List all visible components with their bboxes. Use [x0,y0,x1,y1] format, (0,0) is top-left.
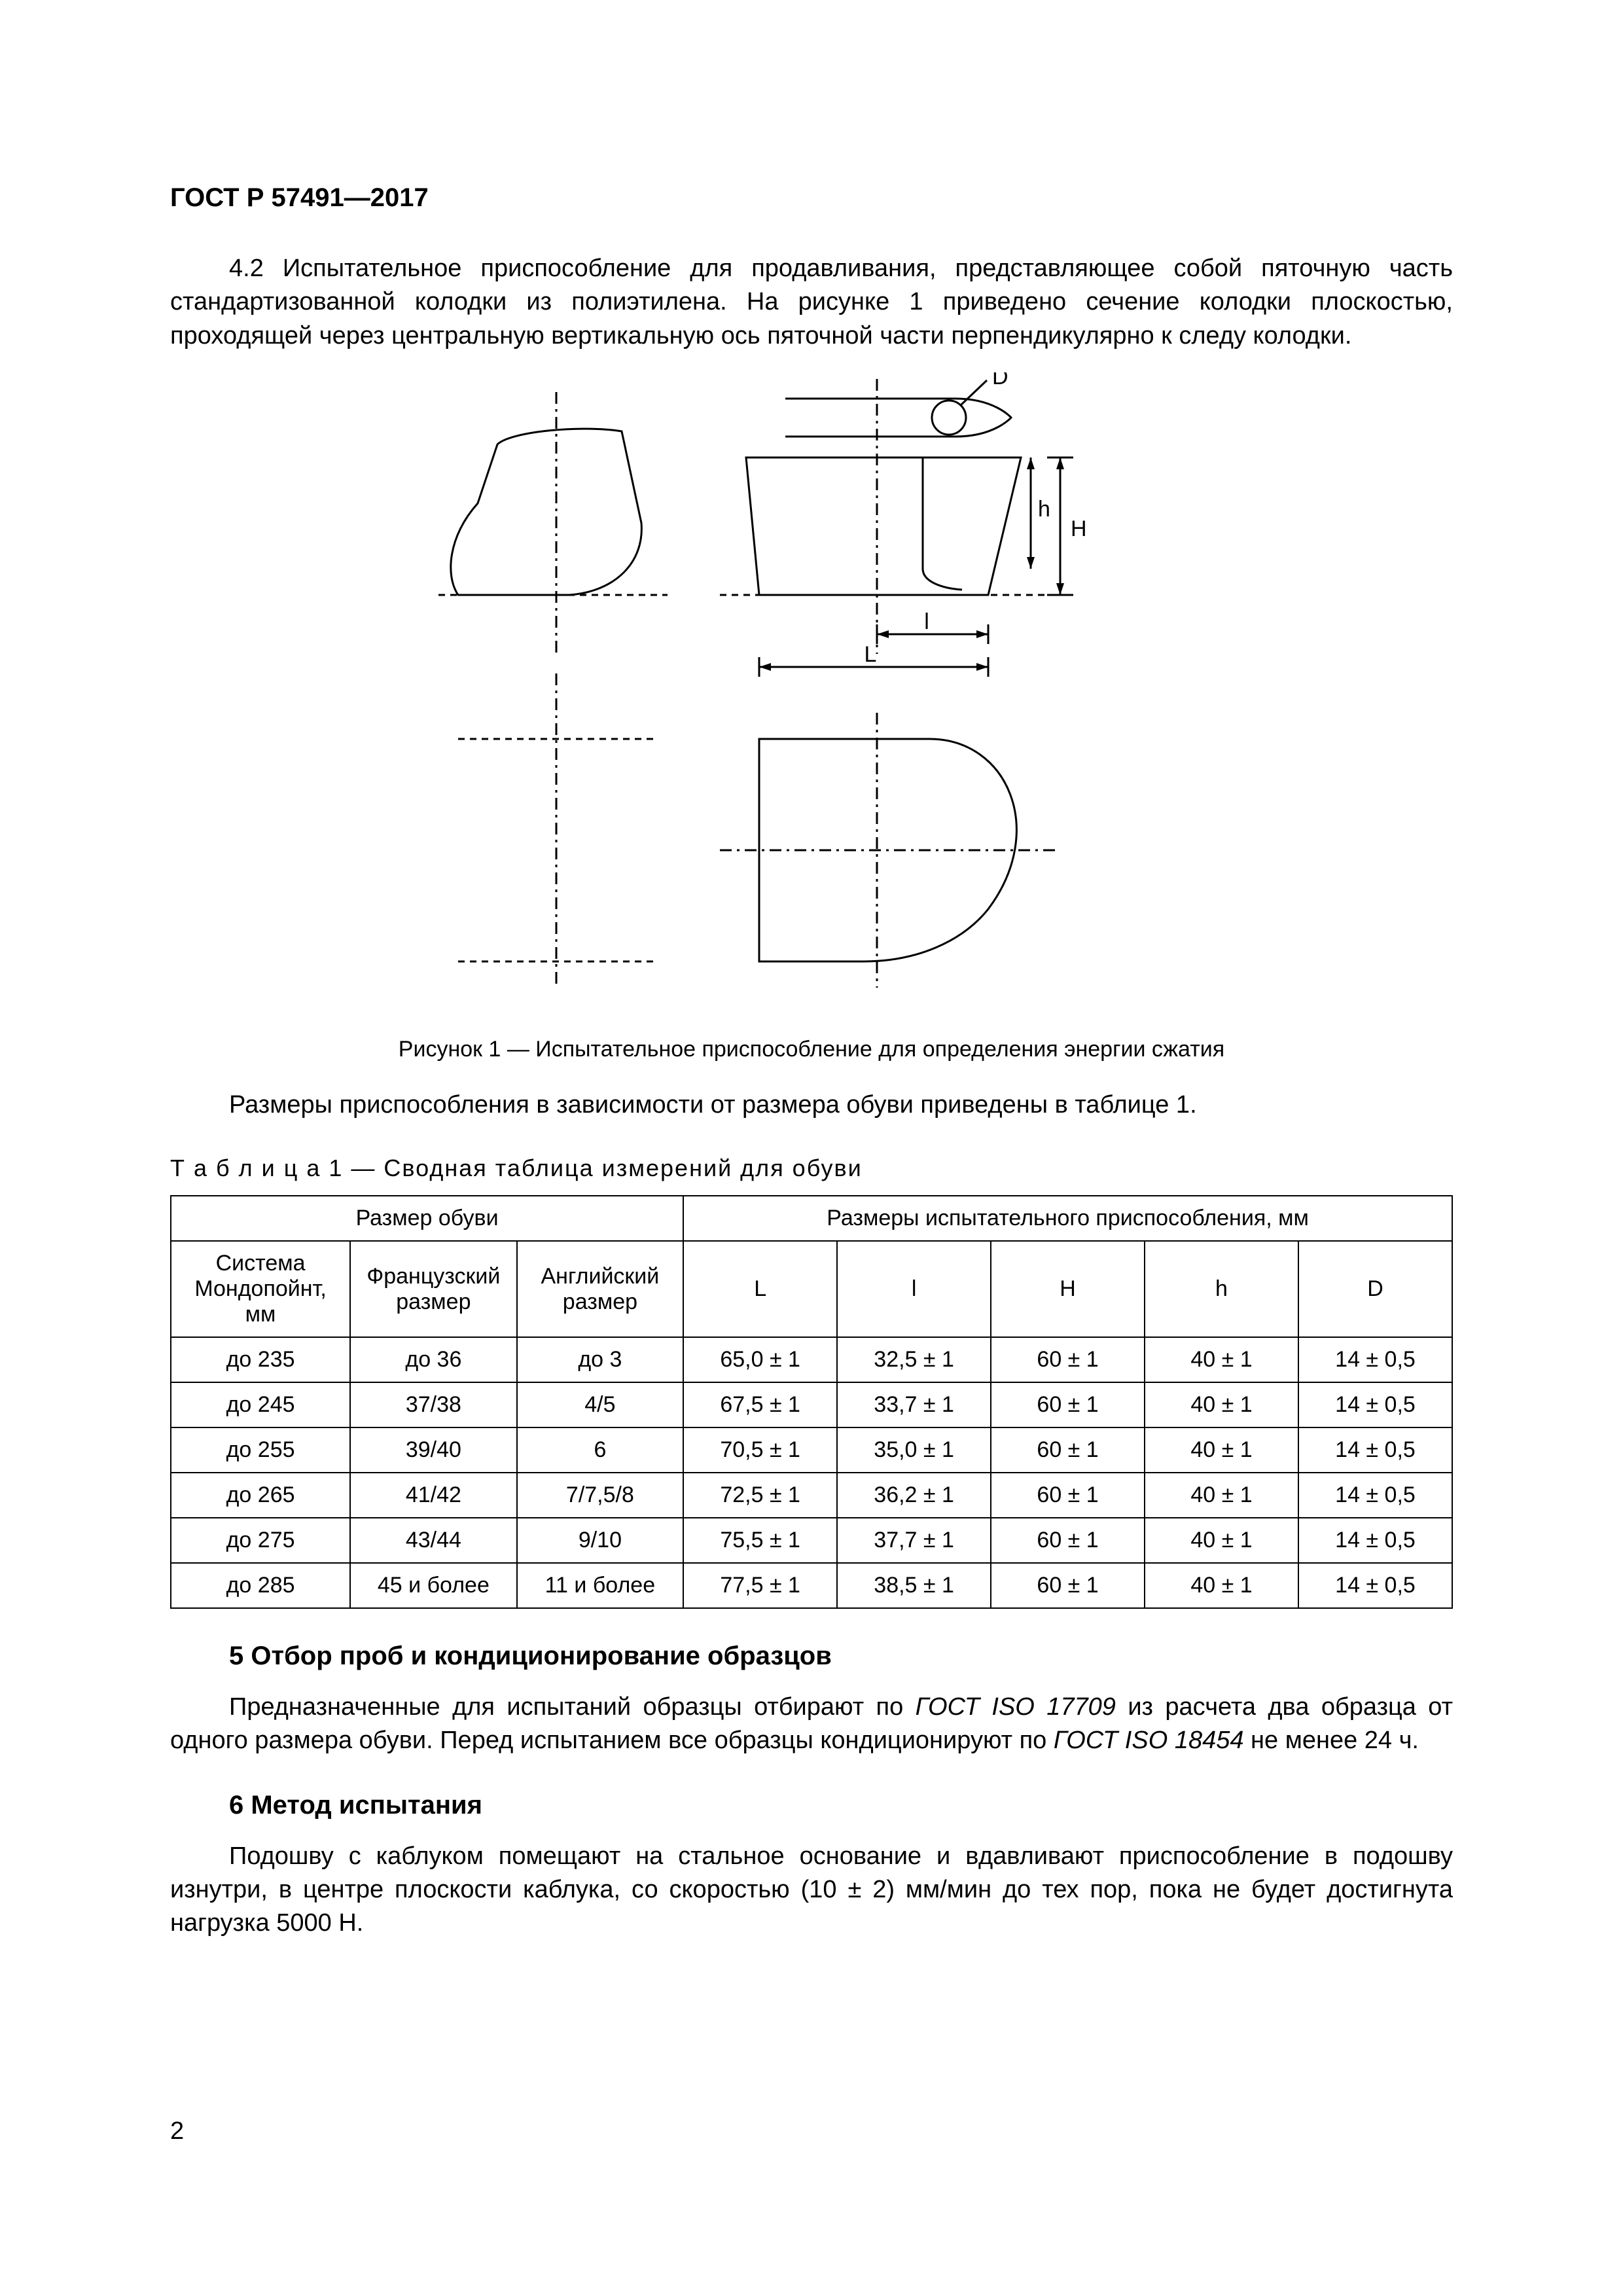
table-cell: 9/10 [517,1518,684,1563]
table-cell: 60 ± 1 [991,1563,1145,1608]
figure-label-l: l [924,609,929,634]
section-5-text-c: не менее 24 ч. [1243,1727,1418,1754]
table-cell: 60 ± 1 [991,1473,1145,1518]
table-header-group-right: Размеры испытательного приспособления, м… [683,1196,1452,1241]
table-cell: 65,0 ± 1 [683,1337,837,1382]
figure-label-H: H [1071,516,1087,541]
table-1-caption: Т а б л и ц а 1 — Сводная таблица измере… [170,1155,1453,1182]
table-row: до 27543/449/1075,5 ± 137,7 ± 160 ± 140 … [171,1518,1452,1563]
table-cell: 60 ± 1 [991,1518,1145,1563]
table-cell: 40 ± 1 [1145,1427,1298,1473]
table-cell: до 275 [171,1518,350,1563]
table-cell: 14 ± 0,5 [1298,1473,1452,1518]
table-cell: 11 и более [517,1563,684,1608]
table-cell: 32,5 ± 1 [837,1337,991,1382]
table-cell: 60 ± 1 [991,1427,1145,1473]
table-cell: 14 ± 0,5 [1298,1427,1452,1473]
table-cell: 37,7 ± 1 [837,1518,991,1563]
section-5-text-a: Предназначенные для испытаний образцы от… [229,1693,916,1721]
paragraph-sizes: Размеры приспособления в зависимости от … [170,1088,1453,1122]
table-cell: 40 ± 1 [1145,1382,1298,1427]
paragraph-4-2: 4.2 Испытательное приспособление для про… [170,252,1453,353]
table-row: до 28545 и более11 и более77,5 ± 138,5 ±… [171,1563,1452,1608]
table-cell: 77,5 ± 1 [683,1563,837,1608]
section-6-heading: 6 Метод испытания [229,1791,1453,1820]
table-cell: 40 ± 1 [1145,1563,1298,1608]
table-cell: 14 ± 0,5 [1298,1518,1452,1563]
table-cell: 67,5 ± 1 [683,1382,837,1427]
table-col-6: h [1145,1241,1298,1337]
table-row: до 25539/40670,5 ± 135,0 ± 160 ± 140 ± 1… [171,1427,1452,1473]
table-cell: 4/5 [517,1382,684,1427]
section-5-paragraph: Предназначенные для испытаний образцы от… [170,1691,1453,1758]
table-cell: 45 и более [350,1563,517,1608]
table-header-group-left: Размер обуви [171,1196,683,1241]
table-cell: 43/44 [350,1518,517,1563]
table-cell: 7/7,5/8 [517,1473,684,1518]
section-5-ref-2: ГОСТ ISO 18454 [1054,1727,1244,1754]
table-cell: 39/40 [350,1427,517,1473]
section-6-paragraph: Подошву с каблуком помещают на стальное … [170,1840,1453,1941]
table-cell: 40 ± 1 [1145,1473,1298,1518]
figure-1: D H h [170,372,1453,1017]
figure-1-svg: D H h [419,372,1204,1014]
table-cell: 37/38 [350,1382,517,1427]
figure-1-caption: Рисунок 1 — Испытательное приспособление… [170,1037,1453,1062]
table-col-2: Английский размер [517,1241,684,1337]
section-5-ref-1: ГОСТ ISO 17709 [916,1693,1116,1721]
table-col-3: L [683,1241,837,1337]
document-header: ГОСТ Р 57491—2017 [170,183,1453,213]
table-cell: до 245 [171,1382,350,1427]
table-cell: 33,7 ± 1 [837,1382,991,1427]
table-col-5: H [991,1241,1145,1337]
table-col-4: l [837,1241,991,1337]
table-row: до 235до 36до 365,0 ± 132,5 ± 160 ± 140 … [171,1337,1452,1382]
table-cell: 14 ± 0,5 [1298,1382,1452,1427]
table-cell: 60 ± 1 [991,1382,1145,1427]
table-col-0: Система Мондопойнт, мм [171,1241,350,1337]
figure-label-L: L [865,642,877,667]
table-cell: 70,5 ± 1 [683,1427,837,1473]
table-cell: до 265 [171,1473,350,1518]
table-cell: 60 ± 1 [991,1337,1145,1382]
table-cell: 35,0 ± 1 [837,1427,991,1473]
table-1: Размер обуви Размеры испытательного прис… [170,1195,1453,1609]
table-row: до 24537/384/567,5 ± 133,7 ± 160 ± 140 ±… [171,1382,1452,1427]
table-cell: 6 [517,1427,684,1473]
page-number: 2 [170,2117,184,2145]
table-cell: до 235 [171,1337,350,1382]
table-cell: 41/42 [350,1473,517,1518]
table-cell: 14 ± 0,5 [1298,1337,1452,1382]
table-col-1: Французский размер [350,1241,517,1337]
table-cell: до 285 [171,1563,350,1608]
figure-label-h: h [1038,497,1050,522]
table-row: до 26541/427/7,5/872,5 ± 136,2 ± 160 ± 1… [171,1473,1452,1518]
table-cell: 36,2 ± 1 [837,1473,991,1518]
figure-label-D: D [992,372,1008,389]
table-cell: 14 ± 0,5 [1298,1563,1452,1608]
table-cell: до 36 [350,1337,517,1382]
table-col-7: D [1298,1241,1452,1337]
table-cell: 40 ± 1 [1145,1337,1298,1382]
table-cell: до 255 [171,1427,350,1473]
table-cell: 40 ± 1 [1145,1518,1298,1563]
table-cell: 72,5 ± 1 [683,1473,837,1518]
table-cell: 75,5 ± 1 [683,1518,837,1563]
section-5-heading: 5 Отбор проб и кондиционирование образцо… [229,1641,1453,1671]
table-cell: до 3 [517,1337,684,1382]
table-cell: 38,5 ± 1 [837,1563,991,1608]
